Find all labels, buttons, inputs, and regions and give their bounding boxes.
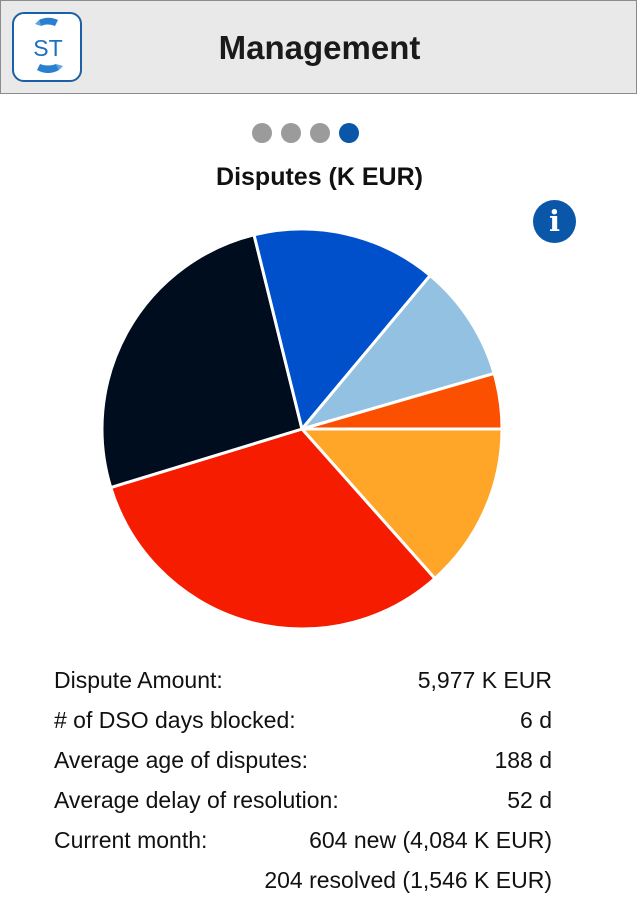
pie-slice-1[interactable] bbox=[300, 427, 504, 580]
stat-row-dispute-amount: Dispute Amount: 5,977 K EUR bbox=[54, 660, 552, 700]
pie-chart bbox=[100, 227, 504, 631]
stat-value: 5,977 K EUR bbox=[417, 667, 552, 693]
stat-value: 204 resolved (1,546 K EUR) bbox=[264, 867, 552, 893]
st-logo-icon: ST bbox=[33, 17, 63, 73]
logo-text: ST bbox=[33, 35, 62, 61]
stat-row-current-month: Current month: 604 new (4,084 K EUR) bbox=[54, 820, 552, 860]
stat-label: Average delay of resolution: bbox=[54, 787, 339, 813]
info-glyph: i bbox=[548, 204, 561, 238]
stat-row-dso-days: # of DSO days blocked: 6 d bbox=[54, 700, 552, 740]
stat-row-average-delay: Average delay of resolution: 52 d bbox=[54, 780, 552, 820]
pie-slice-5[interactable] bbox=[300, 273, 496, 431]
stat-row-resolved: 204 resolved (1,546 K EUR) bbox=[54, 860, 552, 900]
pie-slice-2[interactable] bbox=[109, 427, 437, 631]
stat-value: 188 d bbox=[494, 747, 552, 773]
page-dot-2[interactable] bbox=[281, 123, 301, 143]
pie-slice-3[interactable] bbox=[100, 233, 304, 490]
stat-label: Current month: bbox=[54, 827, 208, 853]
chart-title: Disputes (K EUR) bbox=[216, 163, 423, 191]
page-dot-3[interactable] bbox=[310, 123, 330, 143]
stat-value: 52 d bbox=[507, 787, 552, 813]
page-dot-1[interactable] bbox=[252, 123, 272, 143]
dispute-stats: Dispute Amount: 5,977 K EUR # of DSO day… bbox=[54, 660, 552, 900]
pie-slice-6[interactable] bbox=[300, 371, 504, 431]
stat-value: 604 new (4,084 K EUR) bbox=[309, 827, 552, 853]
stat-row-average-age: Average age of disputes: 188 d bbox=[54, 740, 552, 780]
pie-slice-4[interactable] bbox=[252, 227, 432, 431]
st-logo-button[interactable]: ST bbox=[12, 12, 82, 82]
info-icon[interactable]: i bbox=[533, 200, 576, 243]
stat-label: Dispute Amount: bbox=[54, 667, 223, 693]
stat-label: Average age of disputes: bbox=[54, 747, 309, 773]
page-dot-4[interactable] bbox=[339, 123, 359, 143]
page-indicator[interactable] bbox=[252, 123, 359, 143]
stat-value: 6 d bbox=[520, 707, 552, 733]
stat-label: # of DSO days blocked: bbox=[54, 707, 296, 733]
